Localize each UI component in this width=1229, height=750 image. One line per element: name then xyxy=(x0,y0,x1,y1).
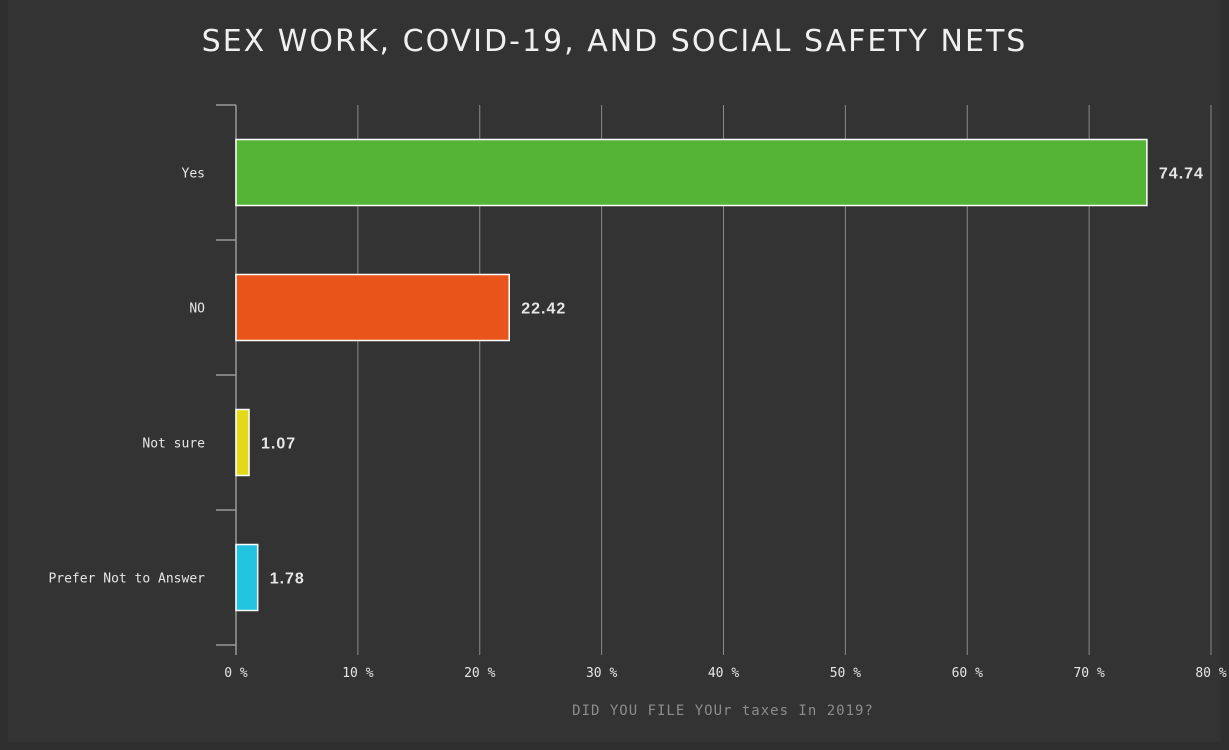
x-axis-title: DID YOU FILE YOUr taxes In 2019? xyxy=(572,703,874,719)
bar-yes xyxy=(235,138,1148,207)
x-tick-label: 10 % xyxy=(342,666,373,681)
category-label: Prefer Not to Answer xyxy=(48,572,205,587)
value-label: 1.78 xyxy=(270,571,305,588)
x-tick-label: 70 % xyxy=(1073,666,1104,681)
category-label: Yes xyxy=(182,167,205,182)
x-tick-label: 0 % xyxy=(224,666,248,681)
bar-prefer-not-to-answer xyxy=(235,543,259,612)
x-tick-label: 40 % xyxy=(708,666,739,681)
x-tick-label: 50 % xyxy=(830,666,861,681)
chart-title: SEX WORK, COVID-19, AND SOCIAL SAFETY NE… xyxy=(201,24,1028,59)
bar-not-sure xyxy=(235,408,250,477)
x-tick-label: 60 % xyxy=(952,666,983,681)
bar-no xyxy=(235,273,510,342)
value-label: 1.07 xyxy=(261,436,296,453)
x-tick-label: 20 % xyxy=(464,666,495,681)
value-label: 22.42 xyxy=(521,301,566,318)
category-label: NO xyxy=(189,302,205,317)
category-label: Not sure xyxy=(142,437,205,452)
chart-panel xyxy=(8,0,1221,742)
value-label: 74.74 xyxy=(1159,166,1204,183)
x-tick-label: 30 % xyxy=(586,666,617,681)
x-tick-label: 80 % xyxy=(1195,666,1226,681)
